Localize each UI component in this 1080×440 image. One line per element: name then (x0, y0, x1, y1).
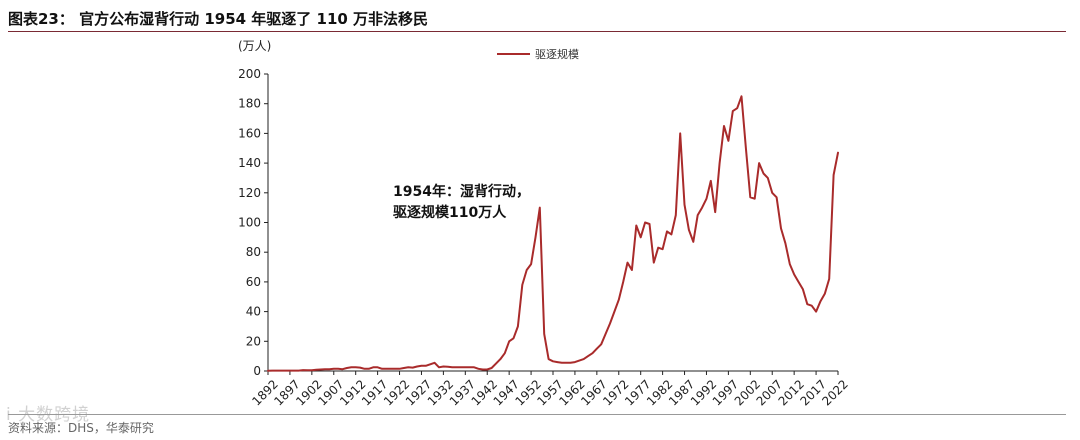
legend: 驱逐规模 (497, 47, 579, 61)
series-layer (267, 95, 839, 372)
y-tick-label: 140 (238, 156, 261, 170)
figure-title: 图表23： 官方公布湿背行动 1954 年驱逐了 110 万非法移民 (8, 10, 429, 28)
axes: 0204060801001201401601802001892189719021… (238, 67, 851, 409)
title-rule (8, 31, 1066, 32)
annotation-line-2: 驱逐规模110万人 (393, 204, 507, 221)
series-line-驱逐规模 (267, 95, 839, 372)
y-axis-label: (万人) (238, 39, 271, 53)
source-note: 资料来源：DHS，华泰研究 (8, 421, 154, 435)
x-tick-label: 2022 (819, 377, 850, 408)
legend-label: 驱逐规模 (535, 47, 579, 61)
y-tick-label: 200 (238, 67, 261, 81)
y-tick-label: 180 (238, 97, 261, 111)
y-tick-label: 120 (238, 186, 261, 200)
y-tick-label: 160 (238, 126, 261, 140)
y-tick-label: 80 (246, 245, 261, 259)
y-tick-label: 60 (246, 275, 261, 289)
y-tick-label: 20 (246, 334, 261, 348)
y-tick-label: 0 (253, 364, 261, 378)
y-tick-label: 100 (238, 216, 261, 230)
watermark: i 大数跨境 (6, 405, 91, 425)
source-rule (8, 414, 1066, 415)
annotation-line-1: 1954年：湿背行动， (393, 183, 530, 200)
y-tick-label: 40 (246, 305, 261, 319)
